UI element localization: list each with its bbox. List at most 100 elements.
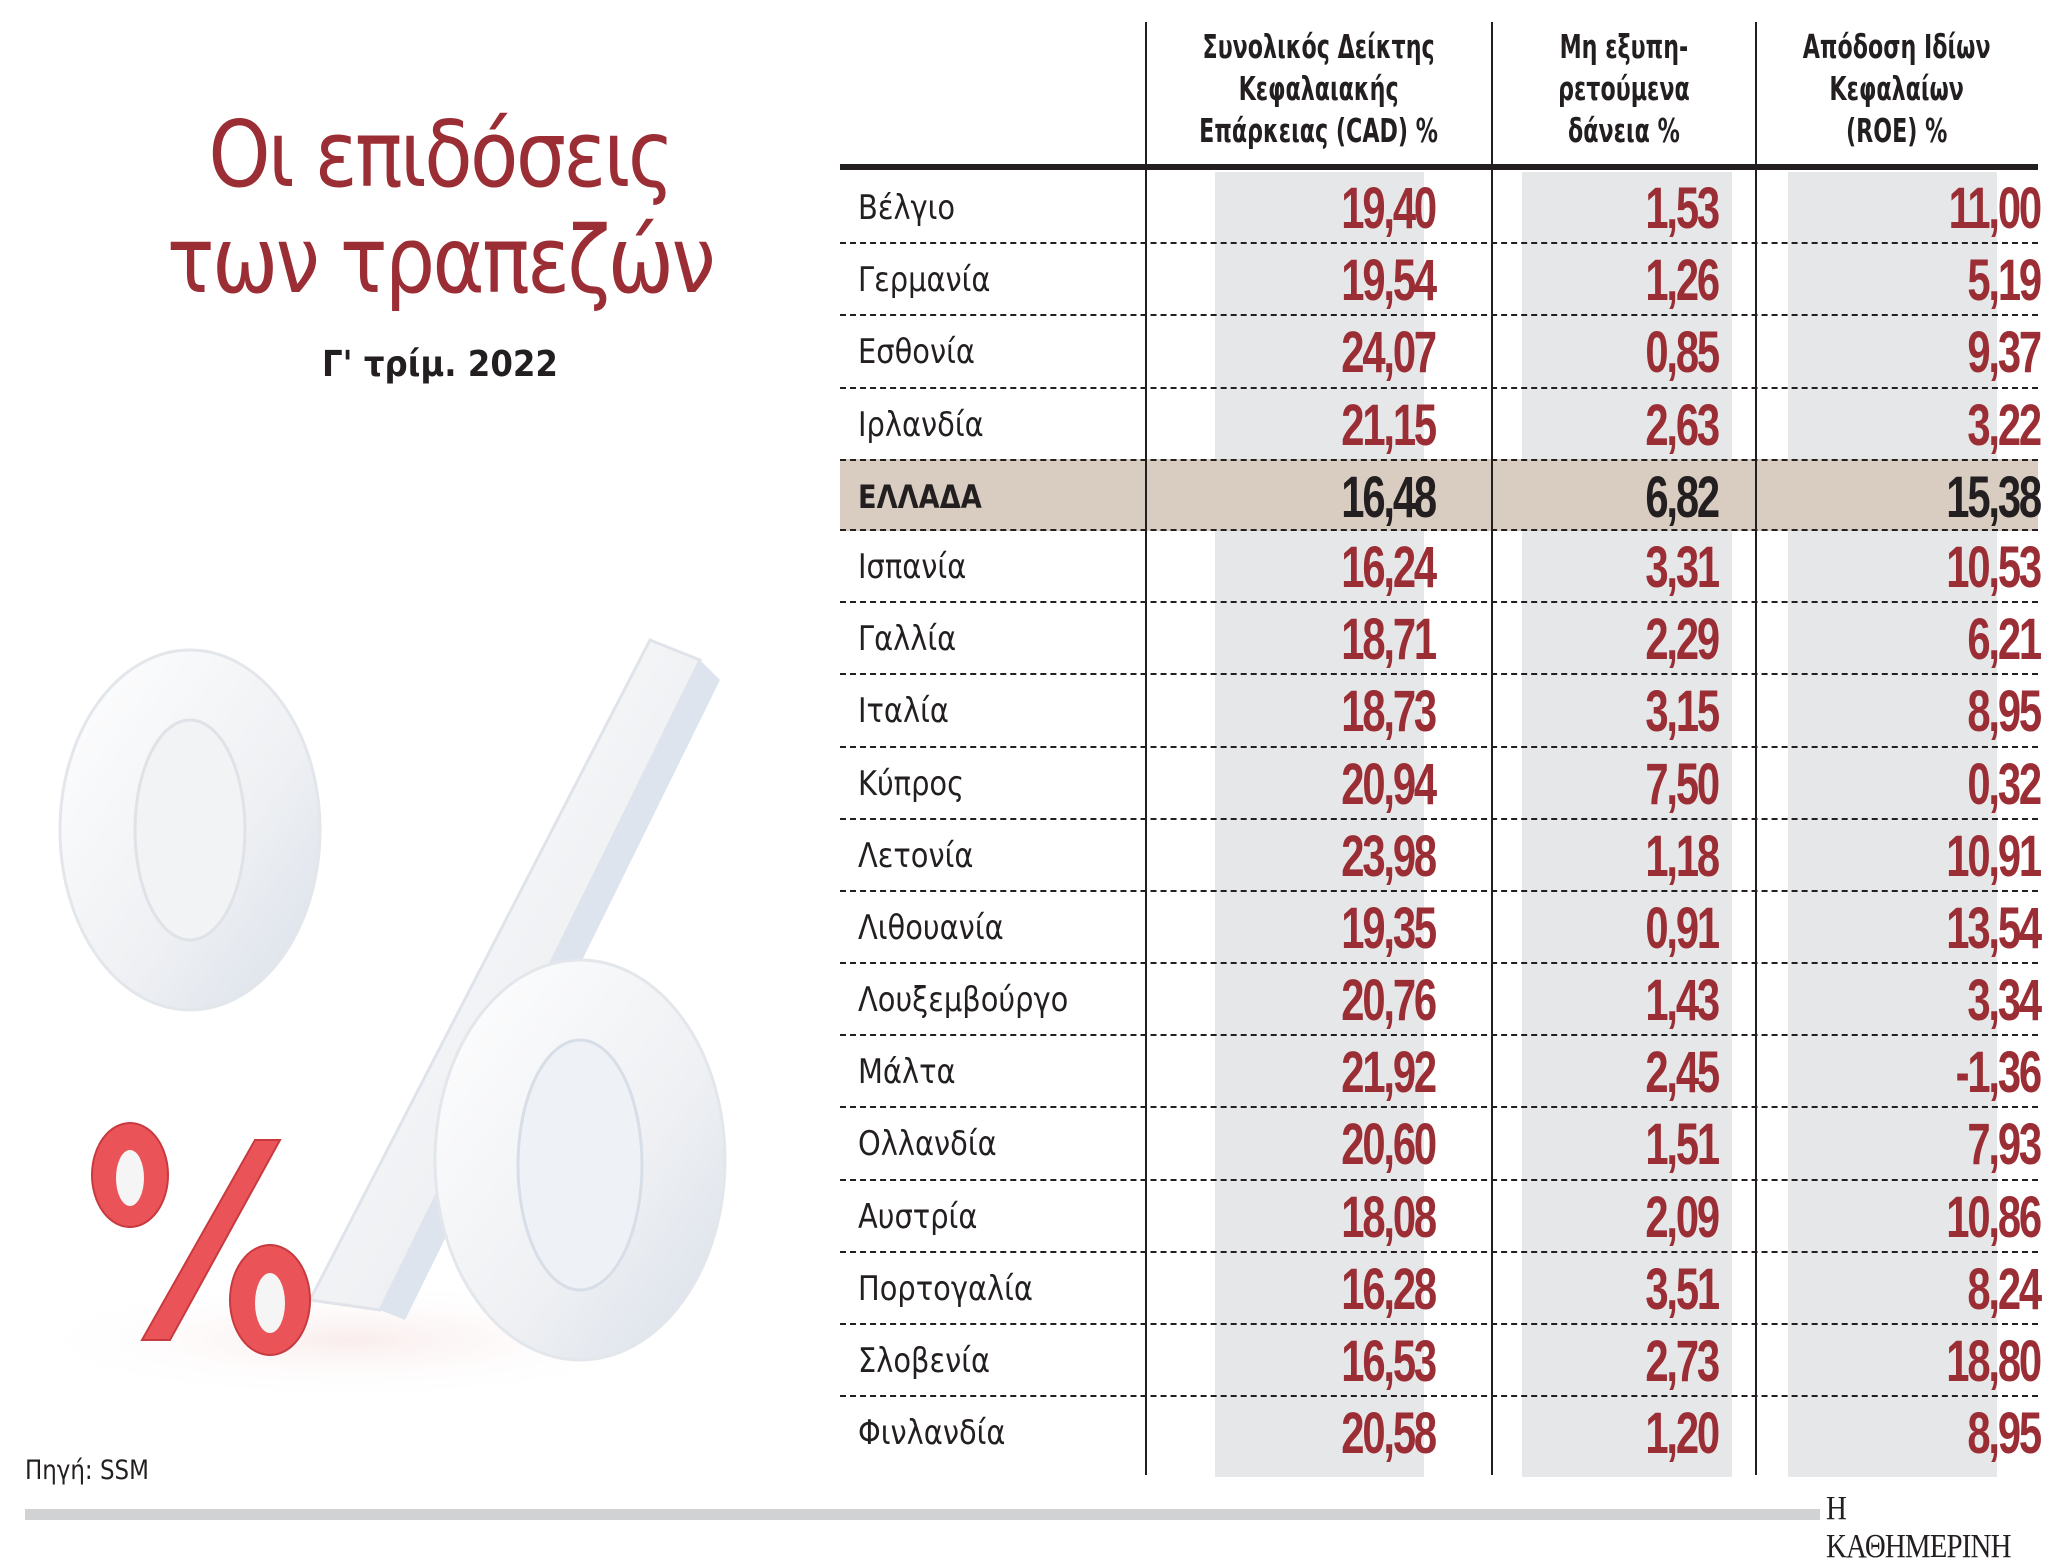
country-name: Φινλανδία bbox=[858, 1413, 1006, 1454]
npl-value: 3,51 bbox=[1645, 1256, 1720, 1322]
roe-value: -1,36 bbox=[1955, 1040, 2043, 1106]
subtitle-period: Γ' τρίμ. 2022 bbox=[322, 344, 558, 385]
roe-value: 0,32 bbox=[1967, 751, 2042, 817]
cad-value: 18,08 bbox=[1341, 1184, 1437, 1250]
table-row: Ιρλανδία 21,15 2,63 3,22 bbox=[840, 389, 2042, 461]
country-name: Λετονία bbox=[858, 835, 974, 876]
table-row: Αυστρία 18,08 2,09 10,86 bbox=[840, 1181, 2042, 1253]
table-row: Βέλγιο 19,40 1,53 11,00 bbox=[840, 172, 2042, 245]
cad-value: 20,76 bbox=[1341, 968, 1437, 1034]
npl-value: 2,73 bbox=[1645, 1329, 1720, 1394]
table-row: Γερμανία 19,54 1,26 5,19 bbox=[840, 244, 2042, 317]
table-row: Λετονία 23,98 1,18 10,91 bbox=[840, 820, 2042, 892]
cad-value: 20,58 bbox=[1341, 1401, 1437, 1467]
column-divider-2 bbox=[1491, 22, 1493, 1475]
header-cad-line-1: Συνολικός Δείκτης bbox=[1202, 27, 1436, 66]
column-divider-3 bbox=[1755, 22, 1757, 1475]
table-row: Μάλτα 21,92 2,45 -1,36 bbox=[840, 1036, 2043, 1109]
column-shade-cad bbox=[1215, 172, 1424, 1477]
table-row: Εσθονία 24,07 0,85 9,37 bbox=[840, 316, 2042, 389]
table-row: Σλοβενία 16,53 2,73 18,80 bbox=[840, 1325, 2042, 1398]
data-table: Συνολικός Δείκτης Κεφαλαιακής Επάρκειας … bbox=[840, 0, 2043, 1480]
header-roe-line-1: Απόδοση Ιδίων bbox=[1803, 27, 1991, 66]
npl-value: 2,09 bbox=[1645, 1184, 1720, 1250]
country-name: Πορτογαλία bbox=[858, 1268, 1033, 1309]
header-roe-line-2: Κεφαλαίων bbox=[1829, 69, 1965, 108]
header-roe-line-3: (ROE) % bbox=[1846, 111, 1948, 150]
roe-value: 5,19 bbox=[1967, 248, 2042, 314]
column-header-npl: Μη εξυπη- ρετούμενα δάνεια % bbox=[1492, 24, 1756, 154]
npl-value: 1,20 bbox=[1645, 1401, 1720, 1467]
percent-illustration-icon bbox=[20, 638, 727, 1400]
roe-value: 15,38 bbox=[1946, 464, 2042, 530]
npl-value: 1,18 bbox=[1645, 823, 1720, 889]
roe-value: 6,21 bbox=[1967, 607, 2042, 673]
npl-value: 2,29 bbox=[1645, 607, 1720, 673]
title-line-2: των τραπεζών bbox=[166, 207, 716, 314]
column-divider-1 bbox=[1145, 22, 1147, 1475]
npl-value: 3,15 bbox=[1645, 679, 1720, 745]
country-name: Αυστρία bbox=[858, 1196, 978, 1237]
npl-value: 0,85 bbox=[1645, 320, 1720, 386]
cad-value: 20,94 bbox=[1341, 751, 1437, 817]
cad-value: 19,40 bbox=[1341, 176, 1437, 241]
cad-value: 19,35 bbox=[1341, 895, 1437, 961]
header-npl-line-1: Μη εξυπη- bbox=[1559, 27, 1689, 66]
page-title: Οι επιδόσεις των τραπεζών bbox=[62, 102, 819, 314]
roe-value: 3,22 bbox=[1967, 392, 2042, 458]
cad-value: 16,24 bbox=[1341, 534, 1437, 600]
npl-value: 1,53 bbox=[1645, 176, 1720, 241]
table-row: Ιταλία 18,73 3,15 8,95 bbox=[840, 675, 2042, 748]
roe-value: 10,53 bbox=[1946, 534, 2042, 600]
country-name: Μάλτα bbox=[858, 1052, 956, 1093]
country-name: Εσθονία bbox=[858, 332, 975, 373]
country-name: Γαλλία bbox=[858, 619, 957, 660]
country-name: Σλοβενία bbox=[858, 1341, 991, 1381]
table-row: Λουξεμβούργο 20,76 1,43 3,34 bbox=[840, 964, 2042, 1037]
table-row: Λιθουανία 19,35 0,91 13,54 bbox=[840, 892, 2042, 965]
column-shade-roe bbox=[1788, 172, 1997, 1477]
country-name: Ιρλανδία bbox=[858, 404, 984, 445]
npl-value: 3,31 bbox=[1645, 534, 1720, 600]
npl-value: 2,45 bbox=[1645, 1040, 1720, 1106]
roe-value: 18,80 bbox=[1946, 1329, 2042, 1394]
table-row: Ολλανδία 20,60 1,51 7,93 bbox=[840, 1108, 2042, 1181]
country-name: Ολλανδία bbox=[858, 1124, 997, 1165]
header-cad-line-3: Επάρκειας (CAD) % bbox=[1199, 111, 1439, 150]
roe-value: 8,24 bbox=[1967, 1256, 2042, 1322]
cad-value: 18,71 bbox=[1341, 607, 1437, 673]
roe-value: 7,93 bbox=[1967, 1112, 2042, 1178]
cad-value: 16,48 bbox=[1341, 464, 1437, 530]
title-line-1: Οι επιδόσεις bbox=[208, 101, 674, 208]
header-npl-line-3: δάνεια % bbox=[1568, 111, 1680, 150]
roe-value: 10,86 bbox=[1946, 1184, 2042, 1250]
cad-value: 18,73 bbox=[1341, 679, 1437, 745]
table-row: Γαλλία 18,71 2,29 6,21 bbox=[840, 603, 2042, 676]
npl-value: 1,43 bbox=[1645, 968, 1720, 1034]
npl-value: 2,63 bbox=[1645, 392, 1720, 458]
country-name: Ιταλία bbox=[858, 691, 949, 732]
roe-value: 13,54 bbox=[1946, 895, 2042, 961]
roe-value: 9,37 bbox=[1967, 320, 2042, 386]
country-name: Λιθουανία bbox=[858, 907, 1004, 948]
cad-value: 16,53 bbox=[1341, 1329, 1437, 1394]
country-name: ΕΛΛΑΔΑ bbox=[858, 477, 982, 516]
column-header-roe: Απόδοση Ιδίων Κεφαλαίων (ROE) % bbox=[1756, 24, 2038, 154]
cad-value: 19,54 bbox=[1341, 248, 1437, 314]
table-row: Φινλανδία 20,58 1,20 8,95 bbox=[840, 1397, 2042, 1469]
table-row: Κύπρος 20,94 7,50 0,32 bbox=[840, 748, 2042, 820]
roe-value: 8,95 bbox=[1967, 1401, 2042, 1467]
npl-value: 0,91 bbox=[1645, 895, 1720, 961]
cad-value: 16,28 bbox=[1341, 1256, 1437, 1322]
cad-value: 23,98 bbox=[1341, 823, 1437, 889]
table-row: Πορτογαλία 16,28 3,51 8,24 bbox=[840, 1253, 2042, 1325]
header-npl-line-2: ρετούμενα bbox=[1558, 69, 1690, 108]
cad-value: 21,92 bbox=[1341, 1040, 1437, 1106]
cad-value: 20,60 bbox=[1341, 1112, 1437, 1178]
roe-value: 10,91 bbox=[1946, 823, 2042, 889]
roe-value: 8,95 bbox=[1967, 679, 2042, 745]
table-row-greece-highlight: ΕΛΛΑΔΑ 16,48 6,82 15,38 bbox=[840, 458, 2042, 531]
column-shade-npl bbox=[1522, 172, 1732, 1477]
cad-value: 24,07 bbox=[1341, 320, 1437, 386]
country-name: Βέλγιο bbox=[858, 188, 956, 228]
